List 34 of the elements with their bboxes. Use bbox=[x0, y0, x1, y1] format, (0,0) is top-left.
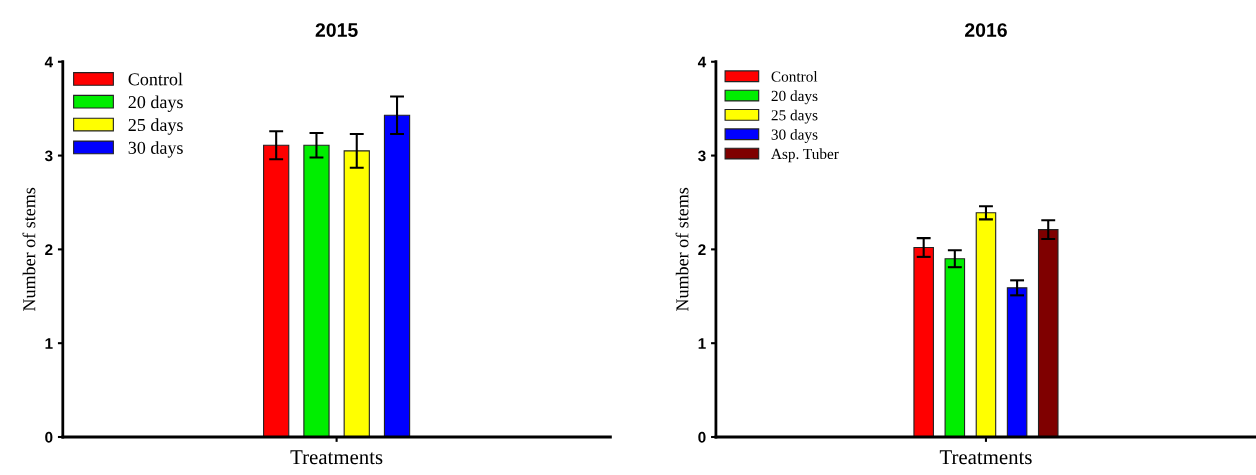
y-tick-label: 4 bbox=[44, 56, 53, 68]
y-axis-title: Number of stems bbox=[22, 187, 36, 312]
y-tick-label: 2 bbox=[45, 244, 53, 255]
bar bbox=[944, 258, 966, 437]
y-tick-label: 1 bbox=[45, 338, 53, 349]
y-axis-title: Number of stems bbox=[675, 187, 689, 312]
y-tick-label: 2 bbox=[698, 244, 706, 255]
legend-label: Asp. Tuber bbox=[771, 148, 839, 163]
bar bbox=[913, 246, 934, 437]
x-axis-title: Treatments bbox=[290, 450, 383, 465]
legend-label: 30 days bbox=[128, 141, 183, 158]
legend-label: 20 days bbox=[771, 90, 818, 105]
legend-label: Control bbox=[128, 72, 183, 86]
bar bbox=[975, 212, 997, 437]
y-tick-label: 0 bbox=[45, 431, 53, 443]
legend-label: 25 days bbox=[128, 118, 183, 135]
x-axis-title: Treatments bbox=[939, 450, 1032, 465]
legend-label: 20 days bbox=[128, 95, 183, 112]
legend-label: 30 days bbox=[771, 128, 818, 143]
bar bbox=[263, 144, 290, 437]
bar bbox=[303, 144, 330, 437]
y-tick-label: 4 bbox=[697, 56, 707, 68]
bar bbox=[343, 150, 370, 437]
chart-title: 2015 bbox=[315, 23, 358, 37]
legend-label: Control bbox=[771, 71, 818, 82]
bar bbox=[1037, 229, 1059, 437]
bar bbox=[1006, 287, 1028, 437]
y-tick-label: 0 bbox=[698, 431, 706, 443]
y-tick-label: 3 bbox=[44, 150, 53, 162]
y-tick-label: 3 bbox=[698, 150, 706, 162]
y-tick-label: 1 bbox=[698, 338, 706, 349]
bar bbox=[383, 114, 411, 437]
chart-title: 2016 bbox=[965, 23, 1007, 37]
legend-label: 25 days bbox=[771, 109, 818, 124]
